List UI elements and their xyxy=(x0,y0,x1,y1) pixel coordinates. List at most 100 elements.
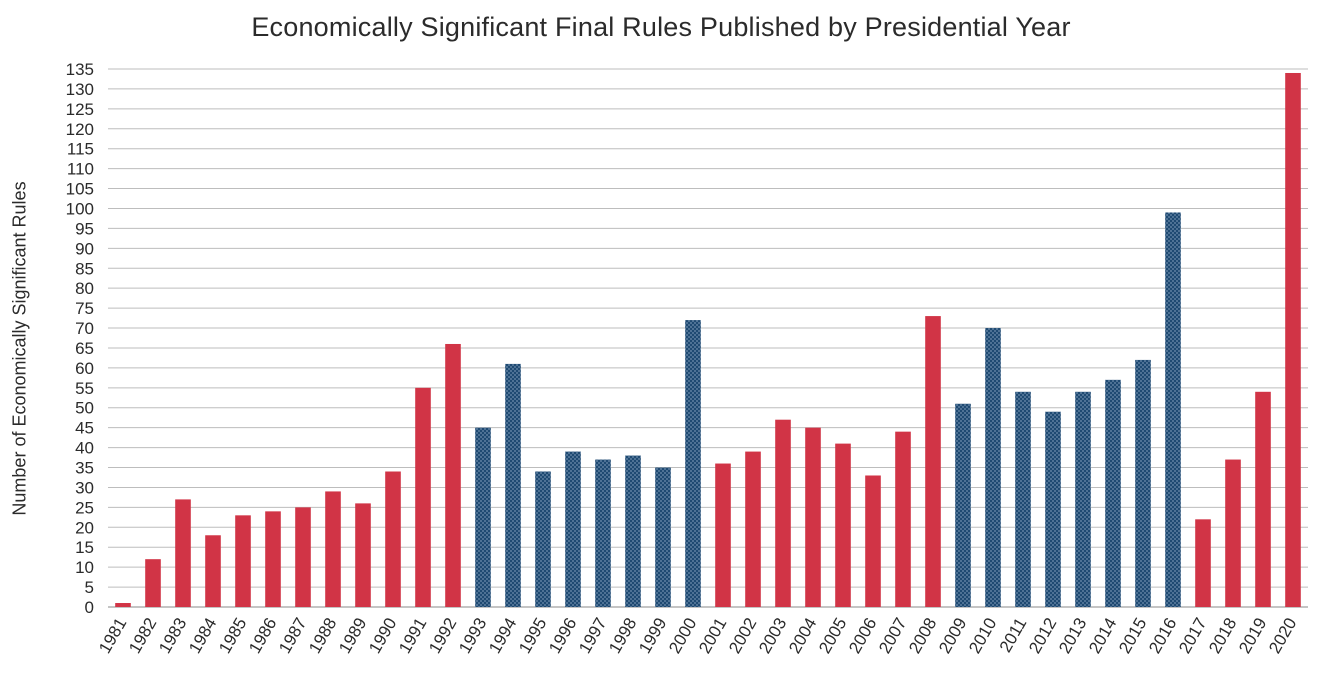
x-tick-labels: 1981198219831984198519861987198819891990… xyxy=(95,615,1300,657)
bar-1996 xyxy=(565,451,581,607)
y-tick-label: 10 xyxy=(75,558,94,577)
x-tick-label: 2007 xyxy=(875,615,910,657)
x-tick-label: 1982 xyxy=(125,615,160,657)
y-tick-label: 45 xyxy=(75,419,94,438)
y-tick-label: 20 xyxy=(75,518,94,537)
x-tick-label: 1992 xyxy=(425,615,460,657)
x-tick-label: 2006 xyxy=(845,615,880,657)
bar-1985 xyxy=(235,515,251,607)
bar-1982 xyxy=(145,559,161,607)
y-tick-label: 55 xyxy=(75,379,94,398)
x-tick-label: 2010 xyxy=(965,615,1000,657)
y-tick-label: 120 xyxy=(66,120,94,139)
x-tick-label: 1988 xyxy=(305,615,340,657)
x-tick-label: 2008 xyxy=(905,615,940,657)
bar-1989 xyxy=(355,503,371,607)
x-tick-label: 1996 xyxy=(545,615,580,657)
bar-2009 xyxy=(955,403,971,607)
x-tick-label: 2018 xyxy=(1205,615,1240,657)
y-tick-label: 125 xyxy=(66,100,94,119)
bar-1983 xyxy=(175,499,191,607)
bar-1995 xyxy=(535,471,551,607)
bar-1992 xyxy=(445,343,461,607)
bar-1986 xyxy=(265,511,281,607)
bar-2012 xyxy=(1045,411,1061,607)
y-tick-label: 130 xyxy=(66,80,94,99)
y-tick-label: 95 xyxy=(75,219,94,238)
y-tick-label: 30 xyxy=(75,478,94,497)
bar-2016 xyxy=(1165,212,1181,607)
bar-2010 xyxy=(985,328,1001,607)
y-tick-label: 80 xyxy=(75,279,94,298)
bar-2017 xyxy=(1195,519,1211,607)
x-tick-label: 2020 xyxy=(1265,615,1300,657)
x-tick-label: 2004 xyxy=(785,615,820,657)
x-tick-label: 2009 xyxy=(935,615,970,657)
y-tick-labels: 0510152025303540455055606570758085909510… xyxy=(66,60,94,617)
x-tick-label: 1989 xyxy=(335,615,370,657)
y-tick-label: 90 xyxy=(75,239,94,258)
y-tick-label: 40 xyxy=(75,439,94,458)
bar-1997 xyxy=(595,459,611,607)
bar-1994 xyxy=(505,363,521,607)
x-tick-label: 1994 xyxy=(485,615,520,657)
y-tick-label: 35 xyxy=(75,459,94,478)
x-tick-label: 1995 xyxy=(515,615,550,657)
y-tick-label: 50 xyxy=(75,399,94,418)
bar-2000 xyxy=(685,320,701,607)
y-tick-label: 85 xyxy=(75,259,94,278)
y-tick-label: 25 xyxy=(75,498,94,517)
y-tick-label: 60 xyxy=(75,359,94,378)
bar-2003 xyxy=(775,419,791,607)
bar-2018 xyxy=(1225,459,1241,607)
x-tick-label: 2002 xyxy=(725,615,760,657)
x-tick-label: 1997 xyxy=(575,615,610,657)
chart-title: Economically Significant Final Rules Pub… xyxy=(251,12,1071,42)
x-tick-label: 2017 xyxy=(1175,615,1210,657)
x-tick-label: 2015 xyxy=(1115,615,1150,657)
x-tick-label: 2014 xyxy=(1085,615,1120,657)
bar-2013 xyxy=(1075,391,1091,607)
x-tick-label: 2016 xyxy=(1145,615,1180,657)
x-tick-label: 2019 xyxy=(1235,615,1270,657)
y-tick-label: 115 xyxy=(67,140,94,159)
x-tick-label: 2012 xyxy=(1025,615,1060,657)
bar-2019 xyxy=(1255,391,1271,607)
bar-1981 xyxy=(115,603,131,607)
bar-1999 xyxy=(655,467,671,607)
y-tick-label: 105 xyxy=(66,180,94,199)
bar-2008 xyxy=(925,316,941,607)
bar-2020 xyxy=(1285,72,1301,608)
x-tick-label: 1998 xyxy=(605,615,640,657)
x-tick-label: 2013 xyxy=(1055,615,1090,657)
bar-2001 xyxy=(715,463,731,607)
x-tick-label: 1981 xyxy=(95,615,130,657)
x-tick-label: 1993 xyxy=(455,615,490,657)
y-tick-label: 15 xyxy=(75,538,94,557)
y-tick-label: 110 xyxy=(67,160,94,179)
x-tick-label: 2001 xyxy=(695,615,730,657)
y-tick-label: 70 xyxy=(75,319,94,338)
bar-2014 xyxy=(1105,379,1121,607)
bar-1988 xyxy=(325,491,341,607)
y-tick-label: 135 xyxy=(66,60,94,79)
x-tick-label: 1983 xyxy=(155,615,190,657)
y-tick-label: 65 xyxy=(75,339,94,358)
x-tick-label: 1987 xyxy=(275,615,310,657)
bar-2007 xyxy=(895,431,911,607)
y-tick-label: 5 xyxy=(85,578,94,597)
x-tick-label: 1986 xyxy=(245,615,280,657)
x-tick-label: 1984 xyxy=(185,615,220,657)
y-tick-label: 0 xyxy=(85,598,94,617)
bar-2006 xyxy=(865,475,881,607)
gridlines xyxy=(108,68,1308,608)
x-tick-label: 2011 xyxy=(996,615,1031,656)
bars xyxy=(115,72,1301,608)
bar-1993 xyxy=(475,427,491,607)
x-tick-label: 1991 xyxy=(395,615,430,657)
bar-2011 xyxy=(1015,391,1031,607)
bar-2002 xyxy=(745,451,761,607)
bar-1990 xyxy=(385,471,401,607)
bar-1984 xyxy=(205,535,221,607)
